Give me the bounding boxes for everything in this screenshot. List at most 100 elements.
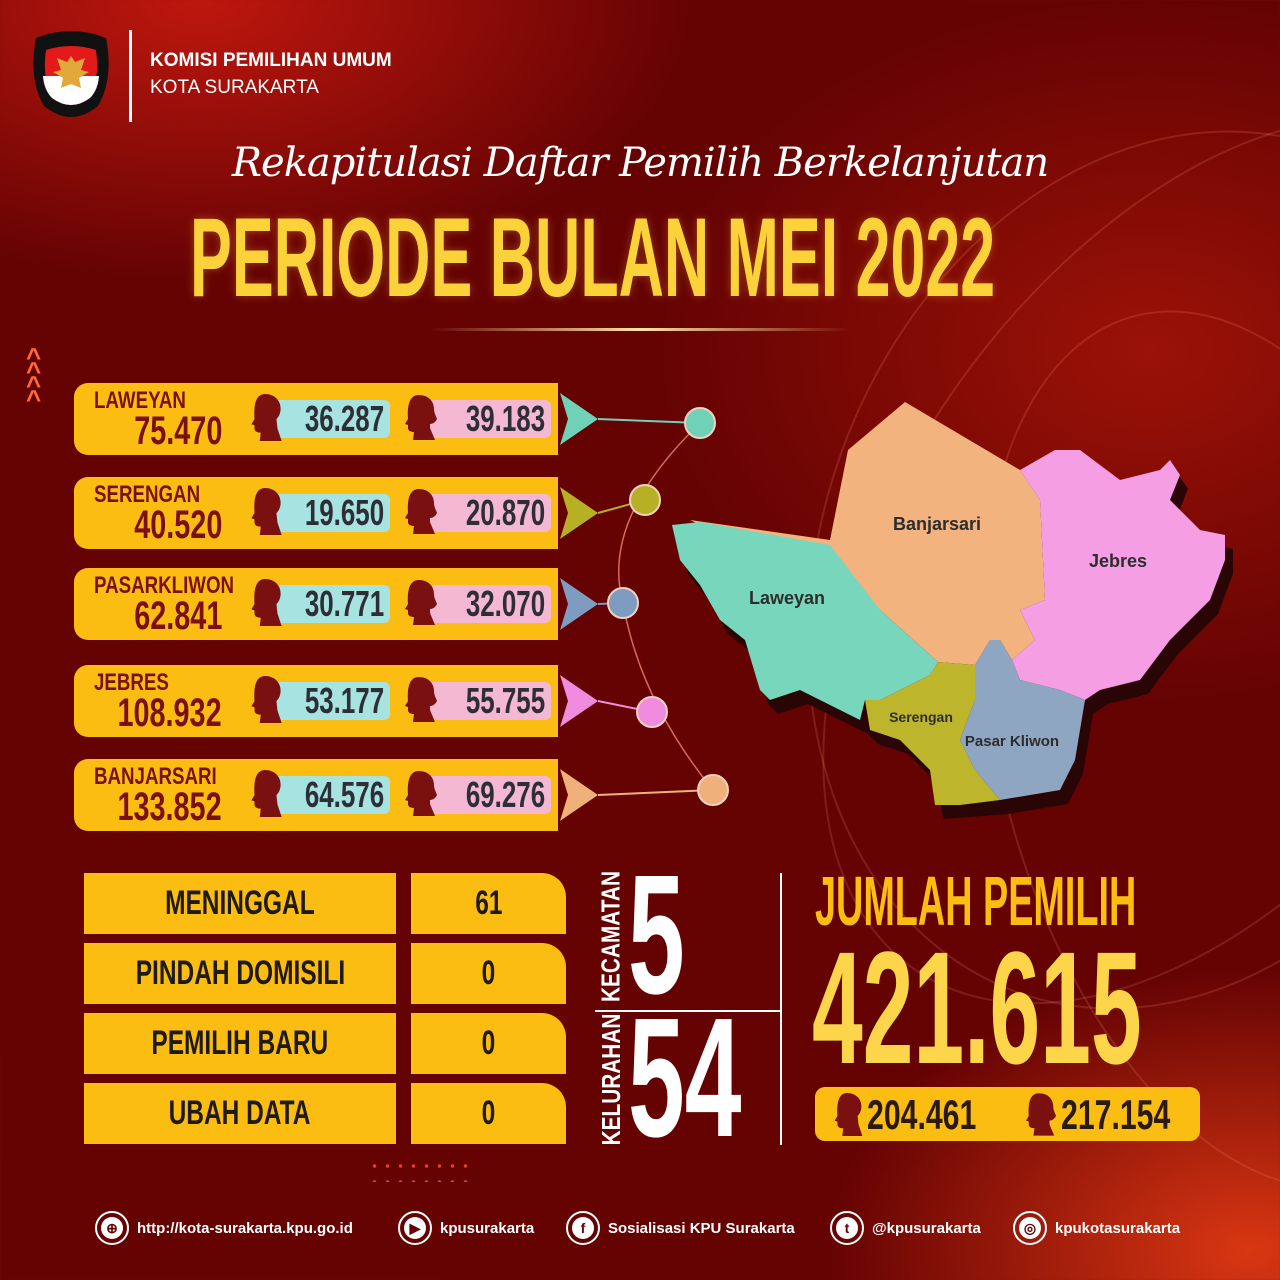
district-total: 133.852 <box>117 785 222 829</box>
footer-link-text: http://kota-surakarta.kpu.go.id <box>137 1219 353 1237</box>
district-male: 64.576 <box>304 774 384 815</box>
district-female: 39.183 <box>465 398 545 439</box>
stat-label-cell: PINDAH DOMISILI <box>84 943 396 1004</box>
district-arrow <box>560 769 598 821</box>
twitter-icon: t <box>830 1211 864 1245</box>
stat-label: MENINGGAL <box>165 884 315 922</box>
district-name: LAWEYAN <box>94 387 186 414</box>
footer-link-text: kpusurakarta <box>440 1219 535 1237</box>
connector-dot <box>697 774 729 806</box>
district-row-banjarsari: BANJARSARI 133.852 64.576 69.276 <box>74 759 558 831</box>
org-name: KOMISI PEMILIHAN UMUM <box>150 50 392 71</box>
female-count-pill: 32.070 <box>425 585 551 623</box>
kecamatan-count: 5 <box>628 840 685 1030</box>
script-title: Rekapitulasi Daftar Pemilih Berkelanjuta… <box>231 140 1049 186</box>
male-count-pill: 53.177 <box>270 682 390 720</box>
counts-divider-h <box>595 1010 781 1012</box>
map-label-pasar-kliwon: Pasar Kliwon <box>965 733 1059 750</box>
stat-label: PEMILIH BARU <box>151 1024 329 1062</box>
stat-value: 0 <box>481 954 496 992</box>
kpu-logo <box>28 28 114 122</box>
district-row-jebres: JEBRES 108.932 53.177 55.755 <box>74 665 558 737</box>
stat-value: 0 <box>481 1024 496 1062</box>
district-arrow <box>560 487 598 539</box>
map-label-serengan: Serengan <box>889 709 953 725</box>
female-count-pill: 39.183 <box>425 400 551 438</box>
female-count-pill: 20.870 <box>425 494 551 532</box>
district-total: 108.932 <box>117 691 222 735</box>
stat-label-cell: UBAH DATA <box>84 1083 396 1144</box>
footer-link-text: kpukotasurakarta <box>1055 1219 1181 1237</box>
district-row-laweyan: LAWEYAN 75.470 36.287 39.183 <box>74 383 558 455</box>
summary-female: 217.154 <box>1061 1091 1171 1138</box>
stat-value-cell: 0 <box>411 1013 566 1074</box>
map-label-banjarsari: Banjarsari <box>893 514 981 534</box>
female-icon <box>1025 1092 1057 1136</box>
title-underline-glow <box>430 328 850 331</box>
connector-dot <box>684 407 716 439</box>
stat-value-cell: 0 <box>411 1083 566 1144</box>
summary-total: 421.615 <box>812 918 1142 1097</box>
footer-link-text: Sosialisasi KPU Surakarta <box>608 1219 795 1237</box>
decorative-dots <box>368 1158 472 1182</box>
district-name: SERENGAN <box>94 481 201 508</box>
stat-value-cell: 61 <box>411 873 566 934</box>
district-female: 55.755 <box>465 680 545 721</box>
stat-label-cell: MENINGGAL <box>84 873 396 934</box>
instagram-icon: ◎ <box>1013 1211 1047 1245</box>
facebook-icon: f <box>566 1211 600 1245</box>
chevrons-up-icon: ^ ^ ^ ^ <box>26 342 42 414</box>
org-city: KOTA SURAKARTA <box>150 77 319 98</box>
footer-link-youtube[interactable]: ▶ kpusurakarta <box>398 1210 534 1246</box>
female-count-pill: 69.276 <box>425 776 551 814</box>
connector-dot <box>629 484 661 516</box>
district-arrow <box>560 675 598 727</box>
map-region-banjarsari <box>690 402 1045 665</box>
footer-link-twitter[interactable]: t @kpusurakarta <box>830 1210 981 1246</box>
stat-label-cell: PEMILIH BARU <box>84 1013 396 1074</box>
stat-label: UBAH DATA <box>169 1094 311 1132</box>
header-divider <box>129 30 132 122</box>
district-total: 75.470 <box>133 409 222 453</box>
summary-male: 204.461 <box>867 1091 977 1138</box>
footer-link-text: @kpusurakarta <box>872 1219 981 1237</box>
district-female: 32.070 <box>465 583 545 624</box>
male-icon <box>833 1092 863 1136</box>
kelurahan-label: KELURAHAN <box>595 1013 626 1145</box>
connector-dot <box>607 587 639 619</box>
map-label-jebres: Jebres <box>1089 551 1147 571</box>
district-name: BANJARSARI <box>94 763 217 790</box>
footer-link-globe[interactable]: ⊕ http://kota-surakarta.kpu.go.id <box>95 1210 353 1246</box>
map-region-laweyan <box>672 522 938 720</box>
main-title: PERIODE BULAN MEI 2022 <box>190 195 996 320</box>
male-count-pill: 36.287 <box>270 400 390 438</box>
district-name: JEBRES <box>94 669 169 696</box>
district-male: 53.177 <box>304 680 384 721</box>
male-count-pill: 30.771 <box>270 585 390 623</box>
footer-link-instagram[interactable]: ◎ kpukotasurakarta <box>1013 1210 1180 1246</box>
male-count-pill: 19.650 <box>270 494 390 532</box>
district-female: 69.276 <box>465 774 545 815</box>
district-arrow <box>560 578 598 630</box>
district-arrow <box>560 393 598 445</box>
globe-icon: ⊕ <box>95 1211 129 1245</box>
connector-dot <box>636 696 668 728</box>
stat-value: 0 <box>481 1094 496 1132</box>
kelurahan-count: 54 <box>628 983 742 1173</box>
map-region-serengan <box>865 662 1000 805</box>
footer-link-facebook[interactable]: f Sosialisasi KPU Surakarta <box>566 1210 795 1246</box>
male-count-pill: 64.576 <box>270 776 390 814</box>
summary-label: JUMLAH PEMILIH <box>815 862 1137 940</box>
district-male: 36.287 <box>304 398 384 439</box>
stat-value: 61 <box>474 884 503 922</box>
district-male: 19.650 <box>304 492 384 533</box>
district-total: 62.841 <box>133 594 222 638</box>
district-male: 30.771 <box>304 583 384 624</box>
stat-label: PINDAH DOMISILI <box>135 954 345 992</box>
district-row-serengan: SERENGAN 40.520 19.650 20.870 <box>74 477 558 549</box>
map-region-jebres <box>1012 450 1225 700</box>
connector-line <box>597 418 701 424</box>
youtube-icon: ▶ <box>398 1211 432 1245</box>
summary-gender-pill: 204.461 217.154 <box>815 1087 1200 1141</box>
